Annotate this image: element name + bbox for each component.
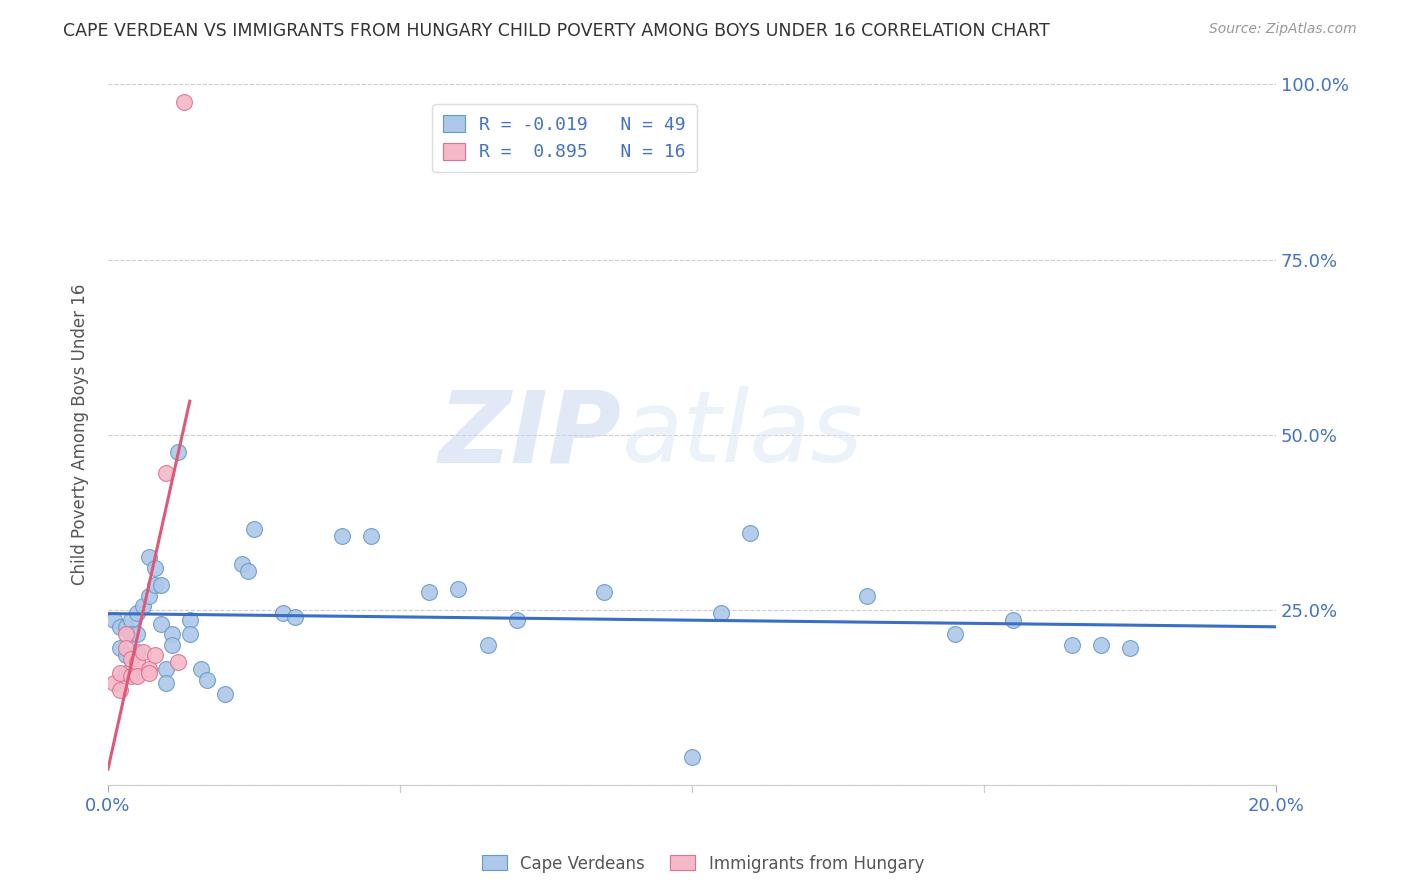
Point xyxy=(108,641,131,656)
Point xyxy=(214,687,236,701)
Point xyxy=(155,466,177,480)
Point xyxy=(114,665,136,680)
Point xyxy=(114,627,136,641)
Point xyxy=(243,522,266,536)
Point xyxy=(155,662,177,676)
Point xyxy=(108,665,131,680)
Point xyxy=(1060,638,1083,652)
Text: ZIP: ZIP xyxy=(439,386,621,483)
Point xyxy=(418,585,440,599)
Point xyxy=(143,560,166,574)
Point xyxy=(681,749,703,764)
Point xyxy=(1119,641,1142,656)
Point xyxy=(593,585,616,599)
Point xyxy=(179,627,201,641)
Point xyxy=(155,676,177,690)
Point xyxy=(149,578,172,592)
Text: atlas: atlas xyxy=(621,386,863,483)
Point xyxy=(231,557,253,571)
Point xyxy=(127,606,149,620)
Point xyxy=(138,665,160,680)
Point xyxy=(108,620,131,634)
Point xyxy=(114,641,136,656)
Point xyxy=(120,669,142,683)
Point xyxy=(1002,613,1025,627)
Point xyxy=(149,616,172,631)
Point xyxy=(1090,638,1112,652)
Point xyxy=(160,627,183,641)
Point xyxy=(143,578,166,592)
Point xyxy=(284,609,307,624)
Point xyxy=(506,613,529,627)
Point xyxy=(330,529,353,543)
Point xyxy=(127,645,149,659)
Point xyxy=(103,613,125,627)
Point xyxy=(167,445,190,459)
Y-axis label: Child Poverty Among Boys Under 16: Child Poverty Among Boys Under 16 xyxy=(72,284,89,585)
Point xyxy=(132,599,155,614)
Point xyxy=(179,613,201,627)
Point xyxy=(856,589,879,603)
Point xyxy=(127,627,149,641)
Text: CAPE VERDEAN VS IMMIGRANTS FROM HUNGARY CHILD POVERTY AMONG BOYS UNDER 16 CORREL: CAPE VERDEAN VS IMMIGRANTS FROM HUNGARY … xyxy=(63,22,1050,40)
Point xyxy=(167,655,190,669)
Point xyxy=(236,564,259,578)
Point xyxy=(477,638,499,652)
Point xyxy=(132,645,155,659)
Point xyxy=(360,529,382,543)
Point xyxy=(447,582,470,596)
Point xyxy=(173,95,195,109)
Legend: R = -0.019   N = 49, R =  0.895   N = 16: R = -0.019 N = 49, R = 0.895 N = 16 xyxy=(433,104,697,172)
Point xyxy=(143,648,166,663)
Point xyxy=(103,676,125,690)
Legend: Cape Verdeans, Immigrants from Hungary: Cape Verdeans, Immigrants from Hungary xyxy=(475,848,931,880)
Point xyxy=(195,673,218,687)
Point xyxy=(127,669,149,683)
Point xyxy=(108,683,131,698)
Point xyxy=(138,589,160,603)
Point xyxy=(114,648,136,663)
Point xyxy=(740,525,762,540)
Point xyxy=(271,606,294,620)
Point xyxy=(138,662,160,676)
Point xyxy=(160,638,183,652)
Point xyxy=(120,613,142,627)
Point xyxy=(120,651,142,665)
Point xyxy=(120,627,142,641)
Point xyxy=(943,627,966,641)
Point xyxy=(127,655,149,669)
Text: Source: ZipAtlas.com: Source: ZipAtlas.com xyxy=(1209,22,1357,37)
Point xyxy=(114,620,136,634)
Point xyxy=(710,606,733,620)
Point xyxy=(190,662,212,676)
Point xyxy=(138,550,160,565)
